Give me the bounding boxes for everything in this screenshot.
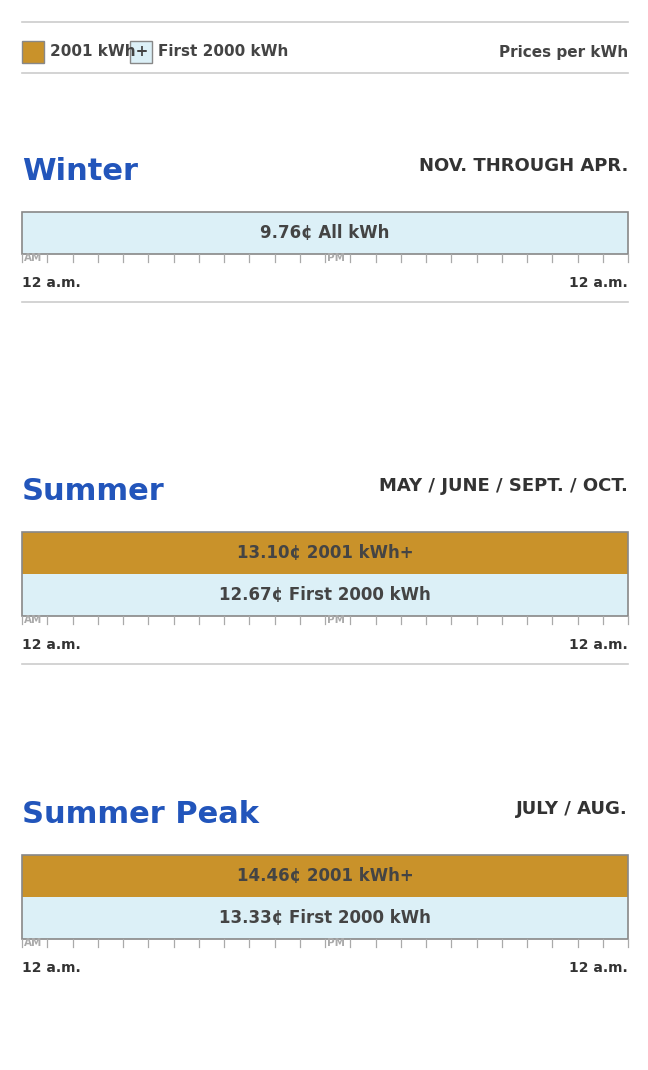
Bar (22, 212, 628, 254)
Bar (22, 532, 628, 616)
Bar (22, 41, 44, 63)
Text: Summer Peak: Summer Peak (22, 800, 259, 829)
Text: 13.33¢ First 2000 kWh: 13.33¢ First 2000 kWh (219, 910, 431, 927)
Bar (22, 855, 628, 939)
Text: 12 a.m.: 12 a.m. (22, 961, 81, 975)
Text: AM: AM (24, 615, 42, 625)
Text: 12 a.m.: 12 a.m. (22, 276, 81, 290)
Text: 13.10¢ 2001 kWh+: 13.10¢ 2001 kWh+ (237, 544, 413, 562)
Text: MAY / JUNE / SEPT. / OCT.: MAY / JUNE / SEPT. / OCT. (379, 477, 628, 495)
Bar (22, 855, 628, 897)
Text: 12 a.m.: 12 a.m. (569, 638, 628, 652)
Text: 12.67¢ First 2000 kWh: 12.67¢ First 2000 kWh (219, 586, 431, 603)
Text: NOV. THROUGH APR.: NOV. THROUGH APR. (419, 157, 628, 175)
Text: 2001 kWh+: 2001 kWh+ (50, 45, 148, 60)
Text: First 2000 kWh: First 2000 kWh (158, 45, 288, 60)
Text: PM: PM (327, 938, 345, 948)
Text: Prices per kWh: Prices per kWh (499, 45, 628, 60)
Bar (22, 532, 628, 574)
Bar (22, 212, 628, 254)
Text: 12 a.m.: 12 a.m. (22, 638, 81, 652)
Bar (130, 41, 152, 63)
Bar (22, 897, 628, 939)
Text: AM: AM (24, 938, 42, 948)
Text: Summer: Summer (22, 477, 165, 506)
Text: 12 a.m.: 12 a.m. (569, 276, 628, 290)
Text: Winter: Winter (22, 157, 138, 186)
Text: 14.46¢ 2001 kWh+: 14.46¢ 2001 kWh+ (237, 867, 413, 885)
Bar (22, 574, 628, 616)
Text: AM: AM (24, 253, 42, 263)
Text: JULY / AUG.: JULY / AUG. (516, 800, 628, 817)
Text: PM: PM (327, 615, 345, 625)
Text: 9.76¢ All kWh: 9.76¢ All kWh (260, 224, 389, 242)
Text: PM: PM (327, 253, 345, 263)
Text: 12 a.m.: 12 a.m. (569, 961, 628, 975)
